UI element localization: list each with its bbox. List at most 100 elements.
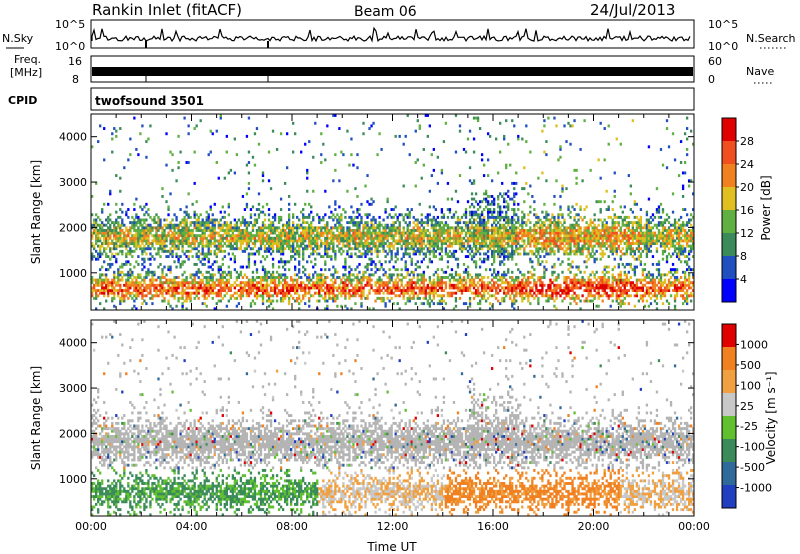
heatmap-cell: [438, 283, 442, 287]
heatmap-cell: [221, 270, 224, 274]
heatmap-cell: [450, 252, 454, 256]
heatmap-cell: [537, 236, 540, 240]
heatmap-cell: [406, 252, 409, 256]
heatmap-cell: [127, 276, 130, 279]
heatmap-cell: [273, 286, 277, 290]
heatmap-cell: [231, 294, 235, 298]
heatmap-cell: [326, 239, 329, 243]
heatmap-cell: [191, 234, 194, 238]
heatmap-cell: [549, 221, 552, 225]
heatmap-cell: [149, 124, 152, 128]
heatmap-cell: [322, 278, 325, 282]
heatmap-cell: [219, 114, 222, 117]
heatmap-cell: [376, 234, 379, 238]
heatmap-cell: [460, 278, 464, 282]
heatmap-cell: [195, 247, 198, 251]
heatmap-cell: [269, 187, 273, 191]
heatmap-cell: [470, 247, 474, 251]
heatmap-cell: [245, 231, 249, 235]
heatmap-cell: [332, 114, 335, 117]
heatmap-cell: [511, 239, 514, 243]
heatmap-cell: [193, 286, 196, 290]
heatmap-cell: [316, 213, 319, 217]
heatmap-cell: [412, 281, 415, 285]
heatmap-cell: [501, 260, 504, 264]
heatmap-cell: [495, 289, 498, 292]
heatmap-cell: [95, 294, 98, 298]
heatmap-cell: [503, 296, 506, 300]
heatmap-cell: [531, 273, 534, 277]
heatmap-cell: [398, 134, 401, 138]
heatmap-cell: [426, 228, 429, 232]
heatmap-cell: [205, 228, 208, 232]
heatmap-cell: [356, 226, 359, 230]
heatmap-cell: [171, 153, 174, 157]
heatmap-cell: [519, 228, 522, 232]
heatmap-cell: [350, 255, 353, 259]
heatmap-cell: [229, 270, 232, 274]
heatmap-cell: [314, 291, 317, 295]
heatmap-cell: [302, 208, 305, 211]
heatmap-cell: [113, 221, 116, 225]
heatmap-cell: [135, 236, 138, 240]
heatmap-cell: [101, 231, 104, 235]
heatmap-cell: [374, 221, 377, 225]
heatmap-cell: [283, 294, 287, 298]
heatmap-cell: [360, 239, 363, 243]
heatmap-cell: [322, 218, 325, 222]
heatmap-cell: [412, 286, 415, 290]
heatmap-cell: [507, 252, 510, 256]
heatmap-cell: [175, 244, 178, 248]
heatmap-cell: [424, 255, 427, 259]
heatmap-cell: [328, 205, 331, 209]
heatmap-cell: [129, 239, 132, 243]
heatmap-cell: [482, 260, 486, 264]
heatmap-cell: [91, 281, 94, 285]
heatmap-cell: [133, 276, 136, 279]
heatmap-cell: [448, 278, 452, 282]
heatmap-cell: [394, 294, 397, 298]
heatmap-cell: [362, 242, 365, 245]
heatmap-cell: [428, 244, 431, 248]
heatmap-cell: [539, 234, 542, 238]
heatmap-cell: [183, 228, 186, 232]
heatmap-cell: [215, 278, 218, 282]
heatmap-cell: [551, 296, 554, 300]
heatmap-cell: [382, 226, 385, 230]
heatmap-cell: [527, 283, 530, 287]
heatmap-cell: [354, 215, 357, 219]
heatmap-cell: [187, 283, 190, 287]
heatmap-cell: [452, 213, 456, 217]
heatmap-cell: [302, 296, 305, 300]
heatmap-cell: [392, 228, 395, 232]
heatmap-cell: [133, 299, 136, 303]
heatmap-cell: [338, 291, 341, 295]
heatmap-cell: [394, 231, 397, 235]
heatmap-cell: [199, 213, 202, 217]
heatmap-cell: [420, 221, 423, 225]
heatmap-cell: [362, 270, 365, 274]
heatmap-cell: [265, 255, 269, 259]
heatmap-cell: [456, 239, 460, 243]
heatmap-cell: [277, 276, 281, 279]
heatmap-cell: [261, 236, 265, 240]
heatmap-cell: [436, 273, 440, 277]
heatmap-cell: [277, 236, 281, 240]
heatmap-cell: [541, 129, 544, 133]
heatmap-cell: [310, 231, 313, 235]
heatmap-cell: [462, 213, 466, 217]
heatmap-cell: [185, 278, 188, 282]
heatmap-cell: [446, 255, 450, 259]
heatmap-cell: [390, 236, 393, 240]
heatmap-cell: [408, 281, 411, 285]
heatmap-cell: [537, 242, 540, 245]
heatmap-cell: [517, 286, 520, 290]
heatmap-cell: [458, 234, 462, 238]
heatmap-cell: [470, 283, 474, 287]
heatmap-cell: [185, 242, 188, 245]
heatmap-cell: [456, 200, 460, 204]
heatmap-cell: [241, 239, 245, 243]
heatmap-cell: [103, 223, 106, 227]
heatmap-cell: [292, 236, 295, 240]
heatmap-cell: [257, 294, 261, 298]
